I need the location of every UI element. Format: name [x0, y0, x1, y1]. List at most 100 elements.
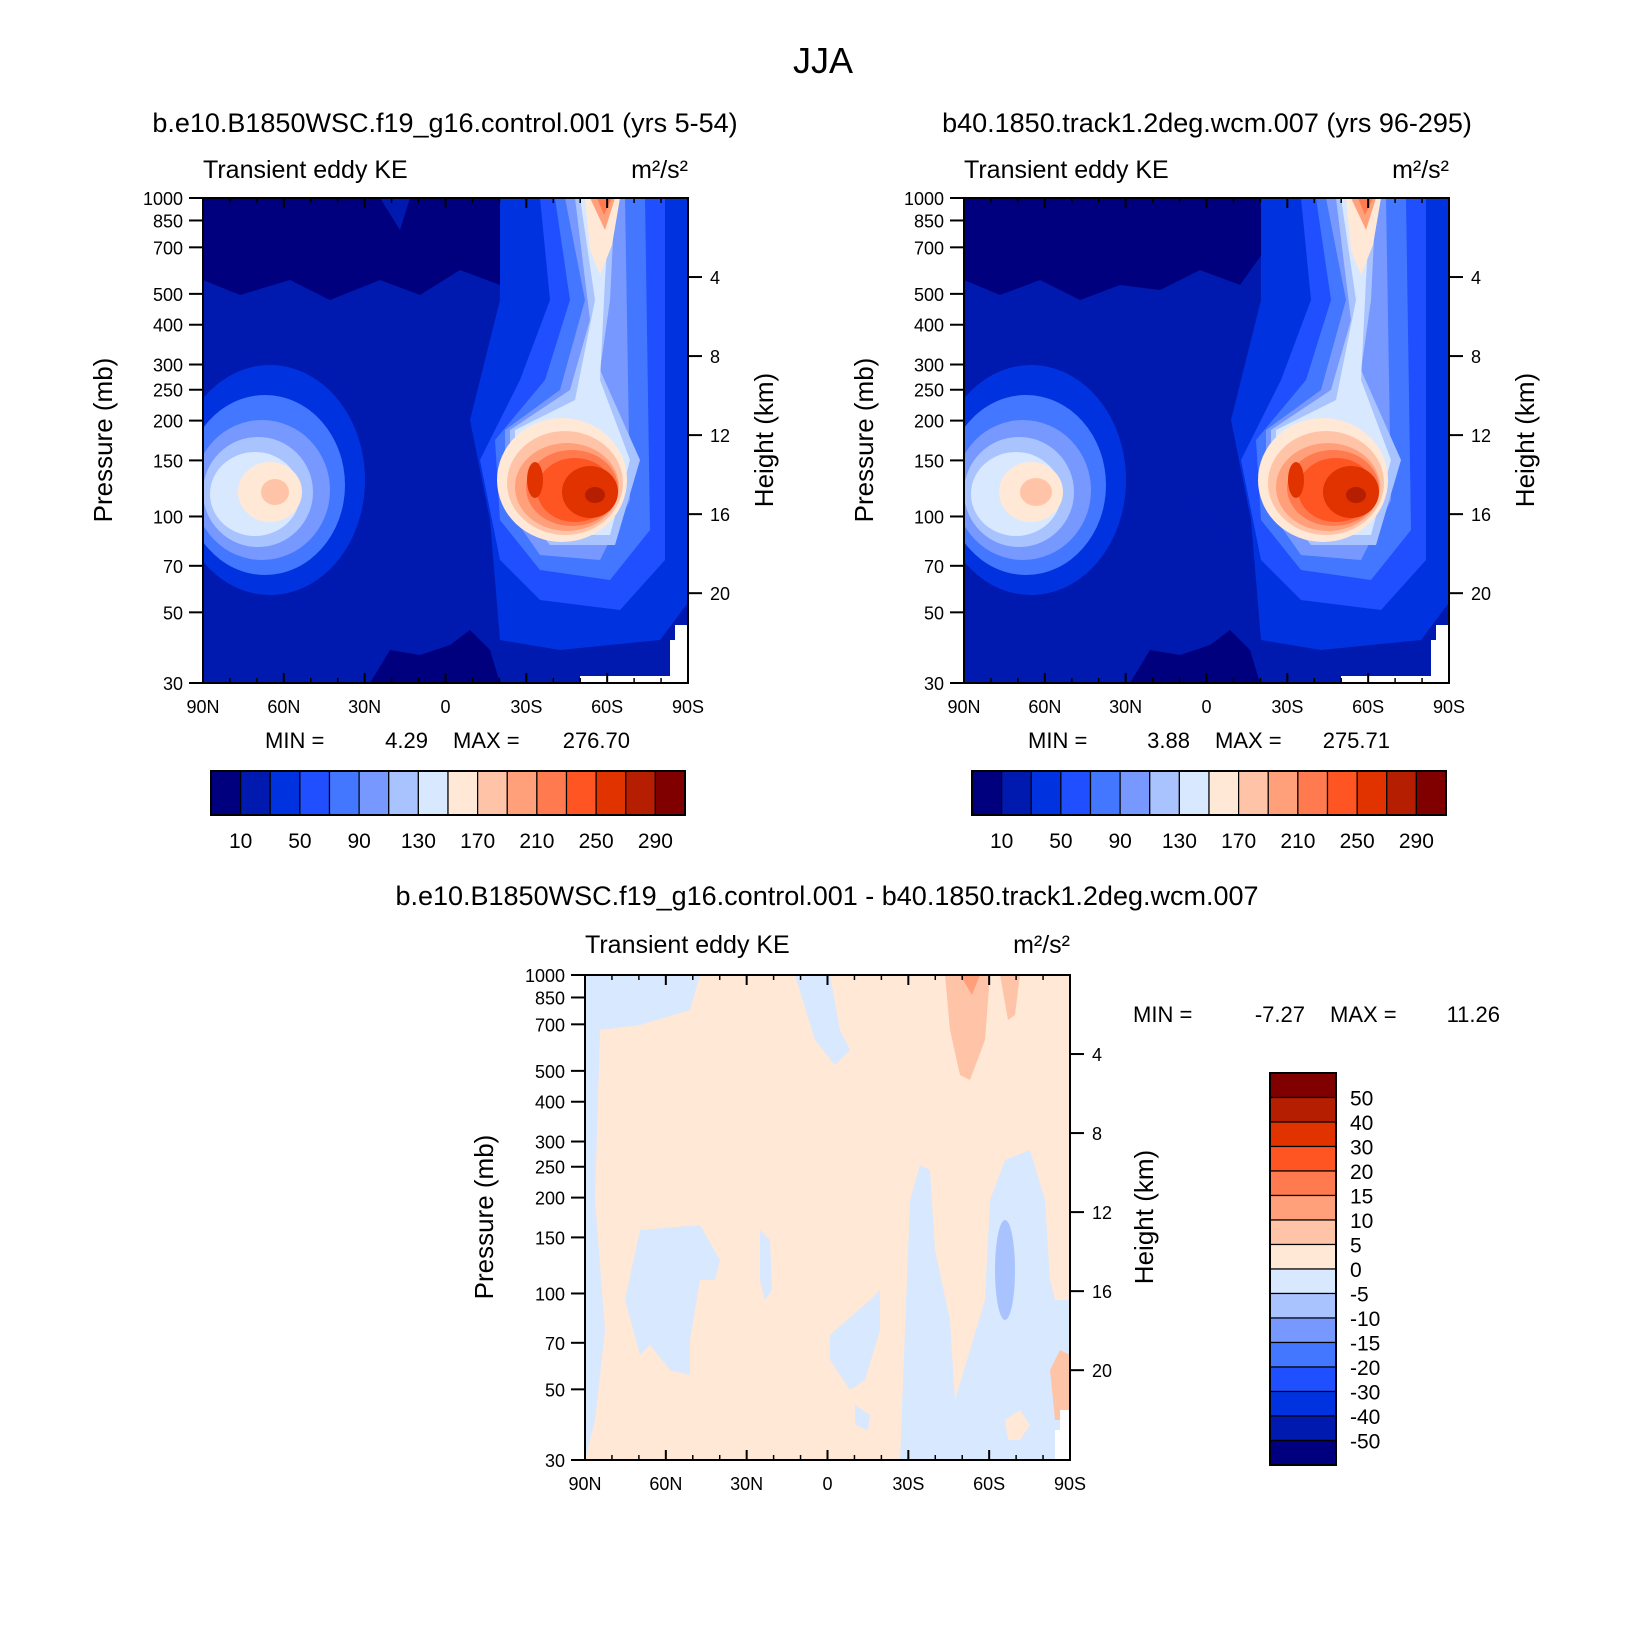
panel-control-max-value: 276.70: [563, 728, 630, 753]
y-tick-label: 70: [545, 1334, 565, 1354]
panel-difference-units: m²/s²: [1013, 931, 1070, 959]
panel-difference-max-value: 11.26: [1447, 1002, 1500, 1027]
x-tick-label: 60S: [1352, 697, 1384, 717]
y-right-tick-label: 4: [1092, 1045, 1102, 1065]
colorbar-swatch: [1208, 770, 1240, 816]
colorbar-swatch: [1269, 1096, 1337, 1123]
colorbar-swatch: [1269, 1219, 1337, 1246]
colorbar-label: -50: [1350, 1431, 1380, 1454]
colorbar-swatch: [417, 770, 449, 816]
panel-control-min-value: 4.29: [385, 728, 428, 753]
colorbar-swatch: [388, 770, 419, 816]
x-tick-label: 90S: [1054, 1474, 1086, 1494]
y-right-tick-label: 4: [710, 268, 720, 288]
colorbar-swatch: [625, 770, 656, 816]
panel-control-field: [203, 198, 688, 683]
colorbar-label: 10: [229, 830, 252, 853]
panel-difference-ylabel: Pressure (mb): [469, 1135, 499, 1300]
panel-difference: b.e10.B1850WSC.f19_g16.control.001 - b40…: [395, 881, 1500, 1494]
colorbar-swatch: [971, 770, 1003, 816]
panel-control-subtitle: Transient eddy KE: [203, 156, 408, 184]
colorbar-swatch: [1001, 770, 1032, 816]
colorbar-label: -20: [1350, 1357, 1380, 1380]
colorbar-swatch: [1269, 1439, 1337, 1466]
strat-gap: [380, 198, 410, 230]
colorbar-label: 5: [1350, 1235, 1362, 1258]
colorbar-label: 90: [1108, 830, 1131, 853]
colorbar-frame: [210, 770, 686, 816]
x-tick-label: 0: [440, 697, 450, 717]
x-tick-label: 30N: [730, 1474, 763, 1494]
colorbar-label: -30: [1350, 1382, 1380, 1405]
panel-control-axes: 90N 60N 30N 0 30S 60S 90S 30 50 70 100 150 200 250 300…: [143, 189, 730, 717]
colorbar-label: -15: [1350, 1333, 1380, 1356]
surface-dark-region: [1130, 630, 1260, 683]
y-tick-label: 400: [153, 316, 183, 336]
colorbar-swatch: [240, 770, 271, 816]
y-tick-label: 100: [535, 1284, 565, 1304]
y-tick-label: 850: [914, 211, 944, 231]
colorbar-swatch: [1030, 770, 1062, 816]
panel-control-ylabel-right: Height (km): [749, 373, 779, 507]
colorbar-label: -5: [1350, 1284, 1369, 1307]
colorbar-swatch: [1269, 1072, 1337, 1099]
nh-jet-contours: [203, 365, 365, 595]
colorbar-label: 250: [1340, 830, 1375, 853]
y-right-tick-label: 8: [710, 347, 720, 367]
x-tick-label: 90N: [186, 697, 219, 717]
y-tick-label: 50: [545, 1380, 565, 1400]
y-tick-label: 1000: [525, 966, 565, 986]
colorbar-label: 130: [401, 830, 436, 853]
colorbar-swatch: [506, 770, 538, 816]
colorbar-frame: [971, 770, 1447, 816]
y-right-tick-label: 20: [1092, 1361, 1112, 1381]
x-tick-label: 0: [1201, 697, 1211, 717]
colorbar-swatch: [269, 770, 301, 816]
positive-diff-regions: [945, 975, 1070, 1440]
y-tick-label: 150: [153, 451, 183, 471]
panel-control: b.e10.B1850WSC.f19_g16.control.001 (yrs …: [88, 108, 779, 853]
y-tick-label: 850: [153, 211, 183, 231]
y-tick-label: 700: [153, 238, 183, 258]
y-tick-label: 400: [535, 1093, 565, 1113]
y-tick-label: 700: [535, 1015, 565, 1035]
y-tick-label: 850: [535, 988, 565, 1008]
colorbar-label: 130: [1162, 830, 1197, 853]
colorbar-swatch: [1089, 770, 1121, 816]
colorbar-swatch: [1326, 770, 1358, 816]
panel-wcm-ylabel: Pressure (mb): [849, 358, 879, 523]
x-tick-label: 30S: [1271, 697, 1303, 717]
colorbar-swatch: [565, 770, 597, 816]
x-tick-label: 60N: [267, 697, 300, 717]
y-tick-label: 300: [535, 1133, 565, 1153]
panel-control-colorbar: 10 50 90 130 170 210 250 290: [210, 770, 686, 853]
colorbar-label: 20: [1350, 1161, 1373, 1184]
x-tick-label: 60S: [973, 1474, 1005, 1494]
y-right-tick-label: 16: [710, 505, 730, 525]
colorbar-label: 210: [519, 830, 554, 853]
x-tick-label: 90S: [1433, 697, 1465, 717]
y-right-tick-label: 12: [1471, 426, 1491, 446]
panel-difference-field: [585, 975, 1070, 1460]
x-tick-label: 0: [822, 1474, 832, 1494]
x-tick-label: 30S: [892, 1474, 924, 1494]
panel-wcm-title: b40.1850.track1.2deg.wcm.007 (yrs 96-295…: [942, 108, 1472, 138]
x-tick-label: 60N: [649, 1474, 682, 1494]
y-right-tick-label: 16: [1471, 505, 1491, 525]
y-tick-label: 400: [914, 316, 944, 336]
colorbar-label: 15: [1350, 1186, 1373, 1209]
colorbar-swatch: [447, 770, 479, 816]
panel-control-units: m²/s²: [631, 156, 688, 184]
colorbar-label: 30: [1350, 1137, 1373, 1160]
figure-title: JJA: [793, 40, 853, 81]
y-tick-label: 200: [153, 412, 183, 432]
colorbar-label: 250: [579, 830, 614, 853]
y-tick-label: 150: [535, 1228, 565, 1248]
colorbar-swatch: [1178, 770, 1210, 816]
colorbar-swatch: [1269, 1341, 1337, 1368]
y-tick-label: 500: [914, 285, 944, 305]
colorbar-label: 10: [990, 830, 1013, 853]
strat-dark-region: [964, 198, 1265, 300]
panel-wcm-min-value: 3.88: [1147, 728, 1190, 753]
missing-data-mask: [1341, 625, 1449, 683]
